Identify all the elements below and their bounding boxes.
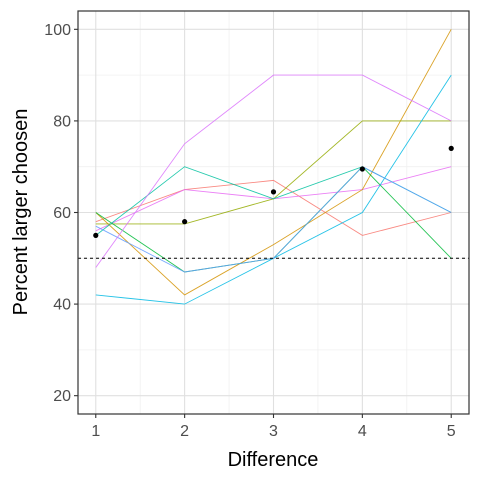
- x-tick-label: 1: [91, 423, 100, 440]
- series-line-1: [95, 179, 452, 236]
- y-tick-label: 20: [53, 388, 71, 405]
- series-lines: [95, 29, 452, 305]
- mean-points: [93, 145, 454, 238]
- mean-point: [448, 145, 454, 151]
- x-axis-title: Difference: [228, 449, 319, 471]
- x-tick-label: 3: [269, 423, 278, 440]
- y-axis-title: Percent larger choosen: [10, 109, 32, 316]
- y-tick-label: 60: [53, 205, 71, 222]
- x-axis-ticks: 1 2 3 4 5: [91, 414, 456, 440]
- series-line-8: [95, 166, 452, 273]
- mean-point: [93, 232, 99, 238]
- y-tick-label: 100: [44, 22, 71, 39]
- x-tick-label: 2: [180, 423, 189, 440]
- x-tick-label: 4: [358, 423, 367, 440]
- x-tick-label: 5: [447, 423, 456, 440]
- series-line-3: [95, 29, 452, 296]
- mean-point: [359, 166, 365, 172]
- series-line-9: [95, 74, 452, 268]
- y-tick-label: 80: [53, 113, 71, 130]
- y-axis-ticks: 20 40 60 80 100: [44, 22, 78, 405]
- major-grid: [78, 11, 469, 414]
- mean-point: [182, 219, 188, 225]
- y-tick-label: 40: [53, 297, 71, 314]
- mean-point: [270, 189, 277, 195]
